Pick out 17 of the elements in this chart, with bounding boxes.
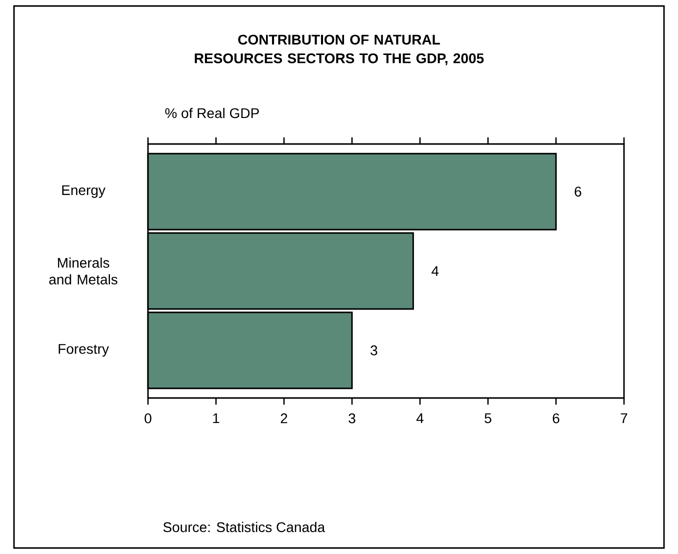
- data-label: 6: [574, 186, 582, 197]
- y-tick-label: Forestry: [58, 344, 109, 357]
- x-tick-label: 1: [213, 413, 220, 424]
- x-tick-label: 0: [144, 413, 152, 424]
- x-tick-label: 7: [620, 413, 628, 424]
- x-axis-title: % of Real GDP: [165, 108, 259, 118]
- chart-title: CONTRIBUTION OF NATURAL RESOURCES SECTORS TO THE GDP, 2005: [194, 34, 484, 66]
- x-tick-label: 3: [348, 413, 356, 424]
- data-label: 3: [370, 345, 378, 356]
- x-tick-label: 5: [484, 413, 492, 424]
- y-tick-label: Energy: [62, 185, 106, 198]
- x-tick-label: 6: [552, 413, 560, 424]
- data-label: 4: [432, 266, 439, 276]
- x-tick-label: 2: [280, 413, 288, 424]
- y-tick-label: Minerals and Metals: [49, 258, 118, 284]
- x-tick-label: 4: [416, 413, 424, 424]
- source-note: Source: Statistics Canada: [163, 522, 326, 532]
